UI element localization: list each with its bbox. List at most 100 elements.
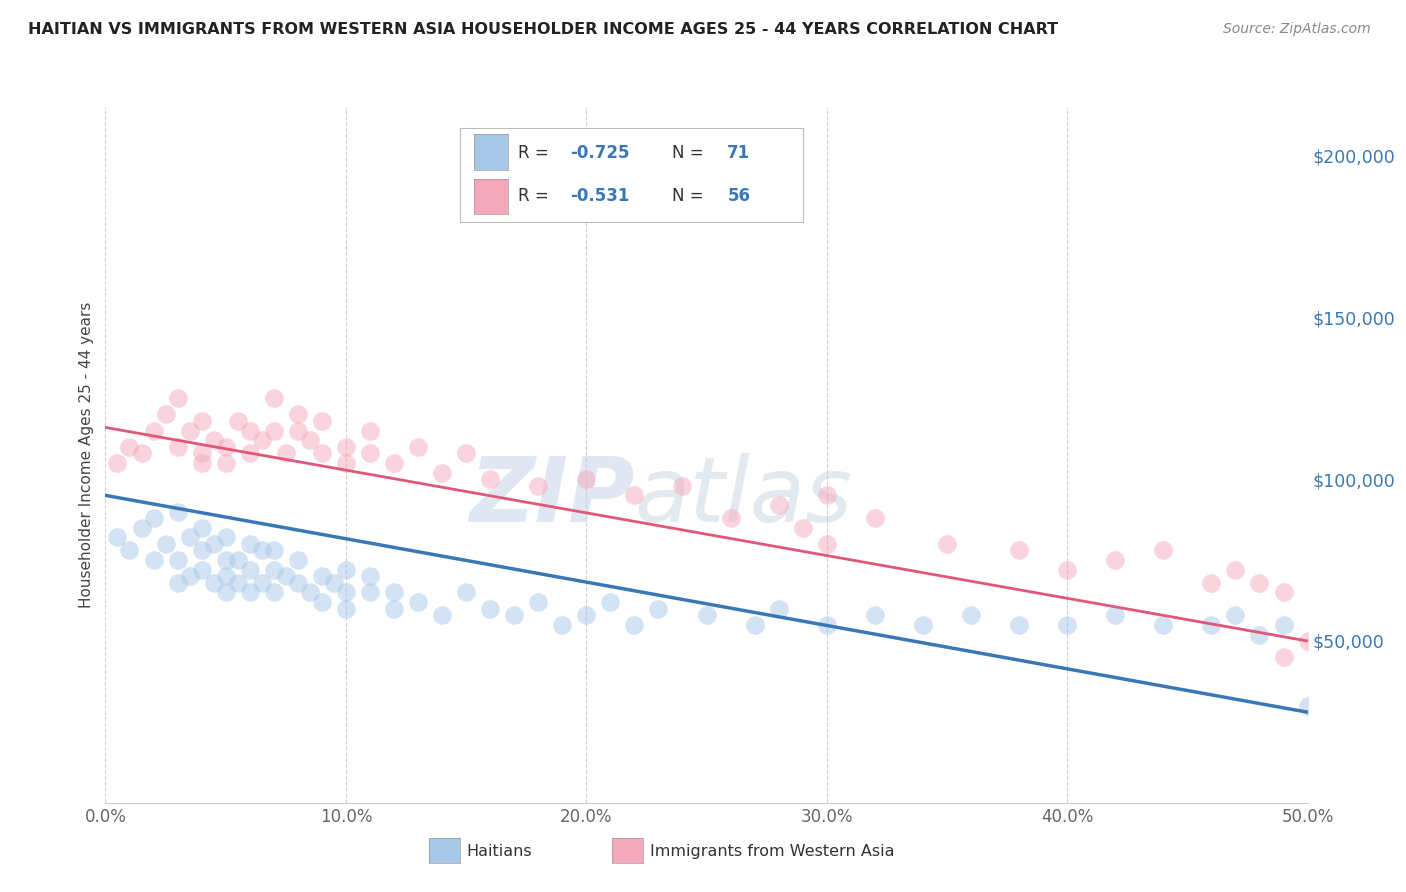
Point <box>527 595 550 609</box>
Point <box>142 553 165 567</box>
Point <box>479 472 502 486</box>
Point <box>623 617 645 632</box>
Point <box>214 531 236 545</box>
Point <box>214 585 236 599</box>
Point <box>190 563 212 577</box>
Point <box>1272 585 1295 599</box>
Point <box>430 608 453 623</box>
Point <box>454 446 477 460</box>
Point <box>190 414 212 428</box>
Point <box>863 511 886 525</box>
Point <box>214 440 236 454</box>
Point <box>287 553 309 567</box>
Point <box>744 617 766 632</box>
Point <box>768 601 790 615</box>
Point <box>239 585 262 599</box>
Point <box>250 434 273 448</box>
Point <box>335 456 357 470</box>
Point <box>322 575 344 590</box>
Point <box>226 414 249 428</box>
Point <box>155 537 177 551</box>
Point <box>647 601 669 615</box>
Point <box>1272 617 1295 632</box>
Point <box>1008 617 1031 632</box>
Point <box>214 569 236 583</box>
Point <box>311 446 333 460</box>
Point <box>911 617 934 632</box>
Point <box>575 472 598 486</box>
Point <box>1104 553 1126 567</box>
Point <box>179 569 201 583</box>
Point <box>311 414 333 428</box>
Point <box>179 424 201 438</box>
Point <box>815 488 838 502</box>
Point <box>142 424 165 438</box>
Point <box>131 446 153 460</box>
Point <box>359 585 381 599</box>
Point <box>263 424 285 438</box>
Point <box>287 408 309 422</box>
Point <box>406 595 429 609</box>
Point <box>863 608 886 623</box>
Point <box>575 608 598 623</box>
Point <box>202 575 225 590</box>
Y-axis label: Householder Income Ages 25 - 44 years: Householder Income Ages 25 - 44 years <box>79 301 94 608</box>
Point <box>815 617 838 632</box>
Point <box>1056 563 1078 577</box>
Point <box>166 440 188 454</box>
Text: Source: ZipAtlas.com: Source: ZipAtlas.com <box>1223 22 1371 37</box>
Point <box>226 575 249 590</box>
Point <box>936 537 959 551</box>
Point <box>107 531 129 545</box>
Point <box>239 446 262 460</box>
Point <box>287 424 309 438</box>
Point <box>142 511 165 525</box>
Point <box>551 617 574 632</box>
Point <box>239 424 262 438</box>
Point <box>107 456 129 470</box>
Point <box>263 585 285 599</box>
Point <box>454 585 477 599</box>
Point <box>696 608 718 623</box>
Point <box>311 595 333 609</box>
Point <box>599 595 621 609</box>
Point <box>214 456 236 470</box>
Point <box>1104 608 1126 623</box>
Point <box>131 521 153 535</box>
Point <box>1201 575 1223 590</box>
Point <box>298 585 321 599</box>
Point <box>263 543 285 558</box>
Point <box>503 608 526 623</box>
Point <box>226 553 249 567</box>
Point <box>671 478 693 492</box>
Point <box>239 563 262 577</box>
Point <box>382 456 405 470</box>
Point <box>1152 617 1174 632</box>
Point <box>382 601 405 615</box>
Point <box>479 601 502 615</box>
Point <box>359 424 381 438</box>
Point <box>1249 627 1271 641</box>
Point <box>190 521 212 535</box>
Point <box>1152 543 1174 558</box>
Point <box>815 537 838 551</box>
Point <box>430 466 453 480</box>
Point <box>623 488 645 502</box>
Point <box>359 569 381 583</box>
Point <box>406 440 429 454</box>
Point <box>263 563 285 577</box>
Point <box>1272 650 1295 665</box>
Point <box>118 440 141 454</box>
Point <box>118 543 141 558</box>
Point <box>1225 563 1247 577</box>
Point <box>214 553 236 567</box>
Point <box>960 608 983 623</box>
Point <box>166 553 188 567</box>
Text: atlas: atlas <box>634 452 852 541</box>
Point <box>527 478 550 492</box>
Text: Haitians: Haitians <box>467 845 533 859</box>
Point <box>335 563 357 577</box>
Point <box>190 543 212 558</box>
Point <box>263 392 285 406</box>
Point <box>382 585 405 599</box>
